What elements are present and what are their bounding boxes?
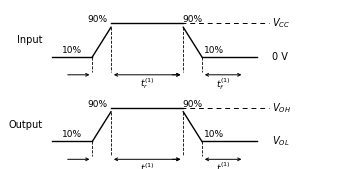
Text: $V_{CC}$: $V_{CC}$ (272, 17, 290, 30)
Text: $t_r^{(1)}$: $t_r^{(1)}$ (140, 76, 154, 91)
Text: 90%: 90% (87, 100, 107, 109)
Text: 10%: 10% (204, 46, 225, 55)
Text: 0 V: 0 V (272, 52, 288, 62)
Text: 90%: 90% (87, 15, 107, 24)
Text: 90%: 90% (182, 15, 202, 24)
Text: 10%: 10% (62, 130, 82, 139)
Text: Input: Input (17, 35, 43, 45)
Text: $t_f^{(1)}$: $t_f^{(1)}$ (216, 76, 230, 92)
Text: 10%: 10% (62, 46, 82, 55)
Text: $V_{OL}$: $V_{OL}$ (272, 135, 289, 148)
Text: Output: Output (8, 120, 43, 130)
Text: 90%: 90% (182, 100, 202, 109)
Text: $t_f^{(1)}$: $t_f^{(1)}$ (216, 161, 230, 169)
Text: $V_{OH}$: $V_{OH}$ (272, 101, 291, 115)
Text: $t_r^{(1)}$: $t_r^{(1)}$ (140, 161, 154, 169)
Text: 10%: 10% (204, 130, 225, 139)
